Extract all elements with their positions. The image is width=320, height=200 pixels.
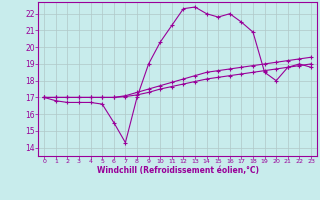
- X-axis label: Windchill (Refroidissement éolien,°C): Windchill (Refroidissement éolien,°C): [97, 166, 259, 175]
